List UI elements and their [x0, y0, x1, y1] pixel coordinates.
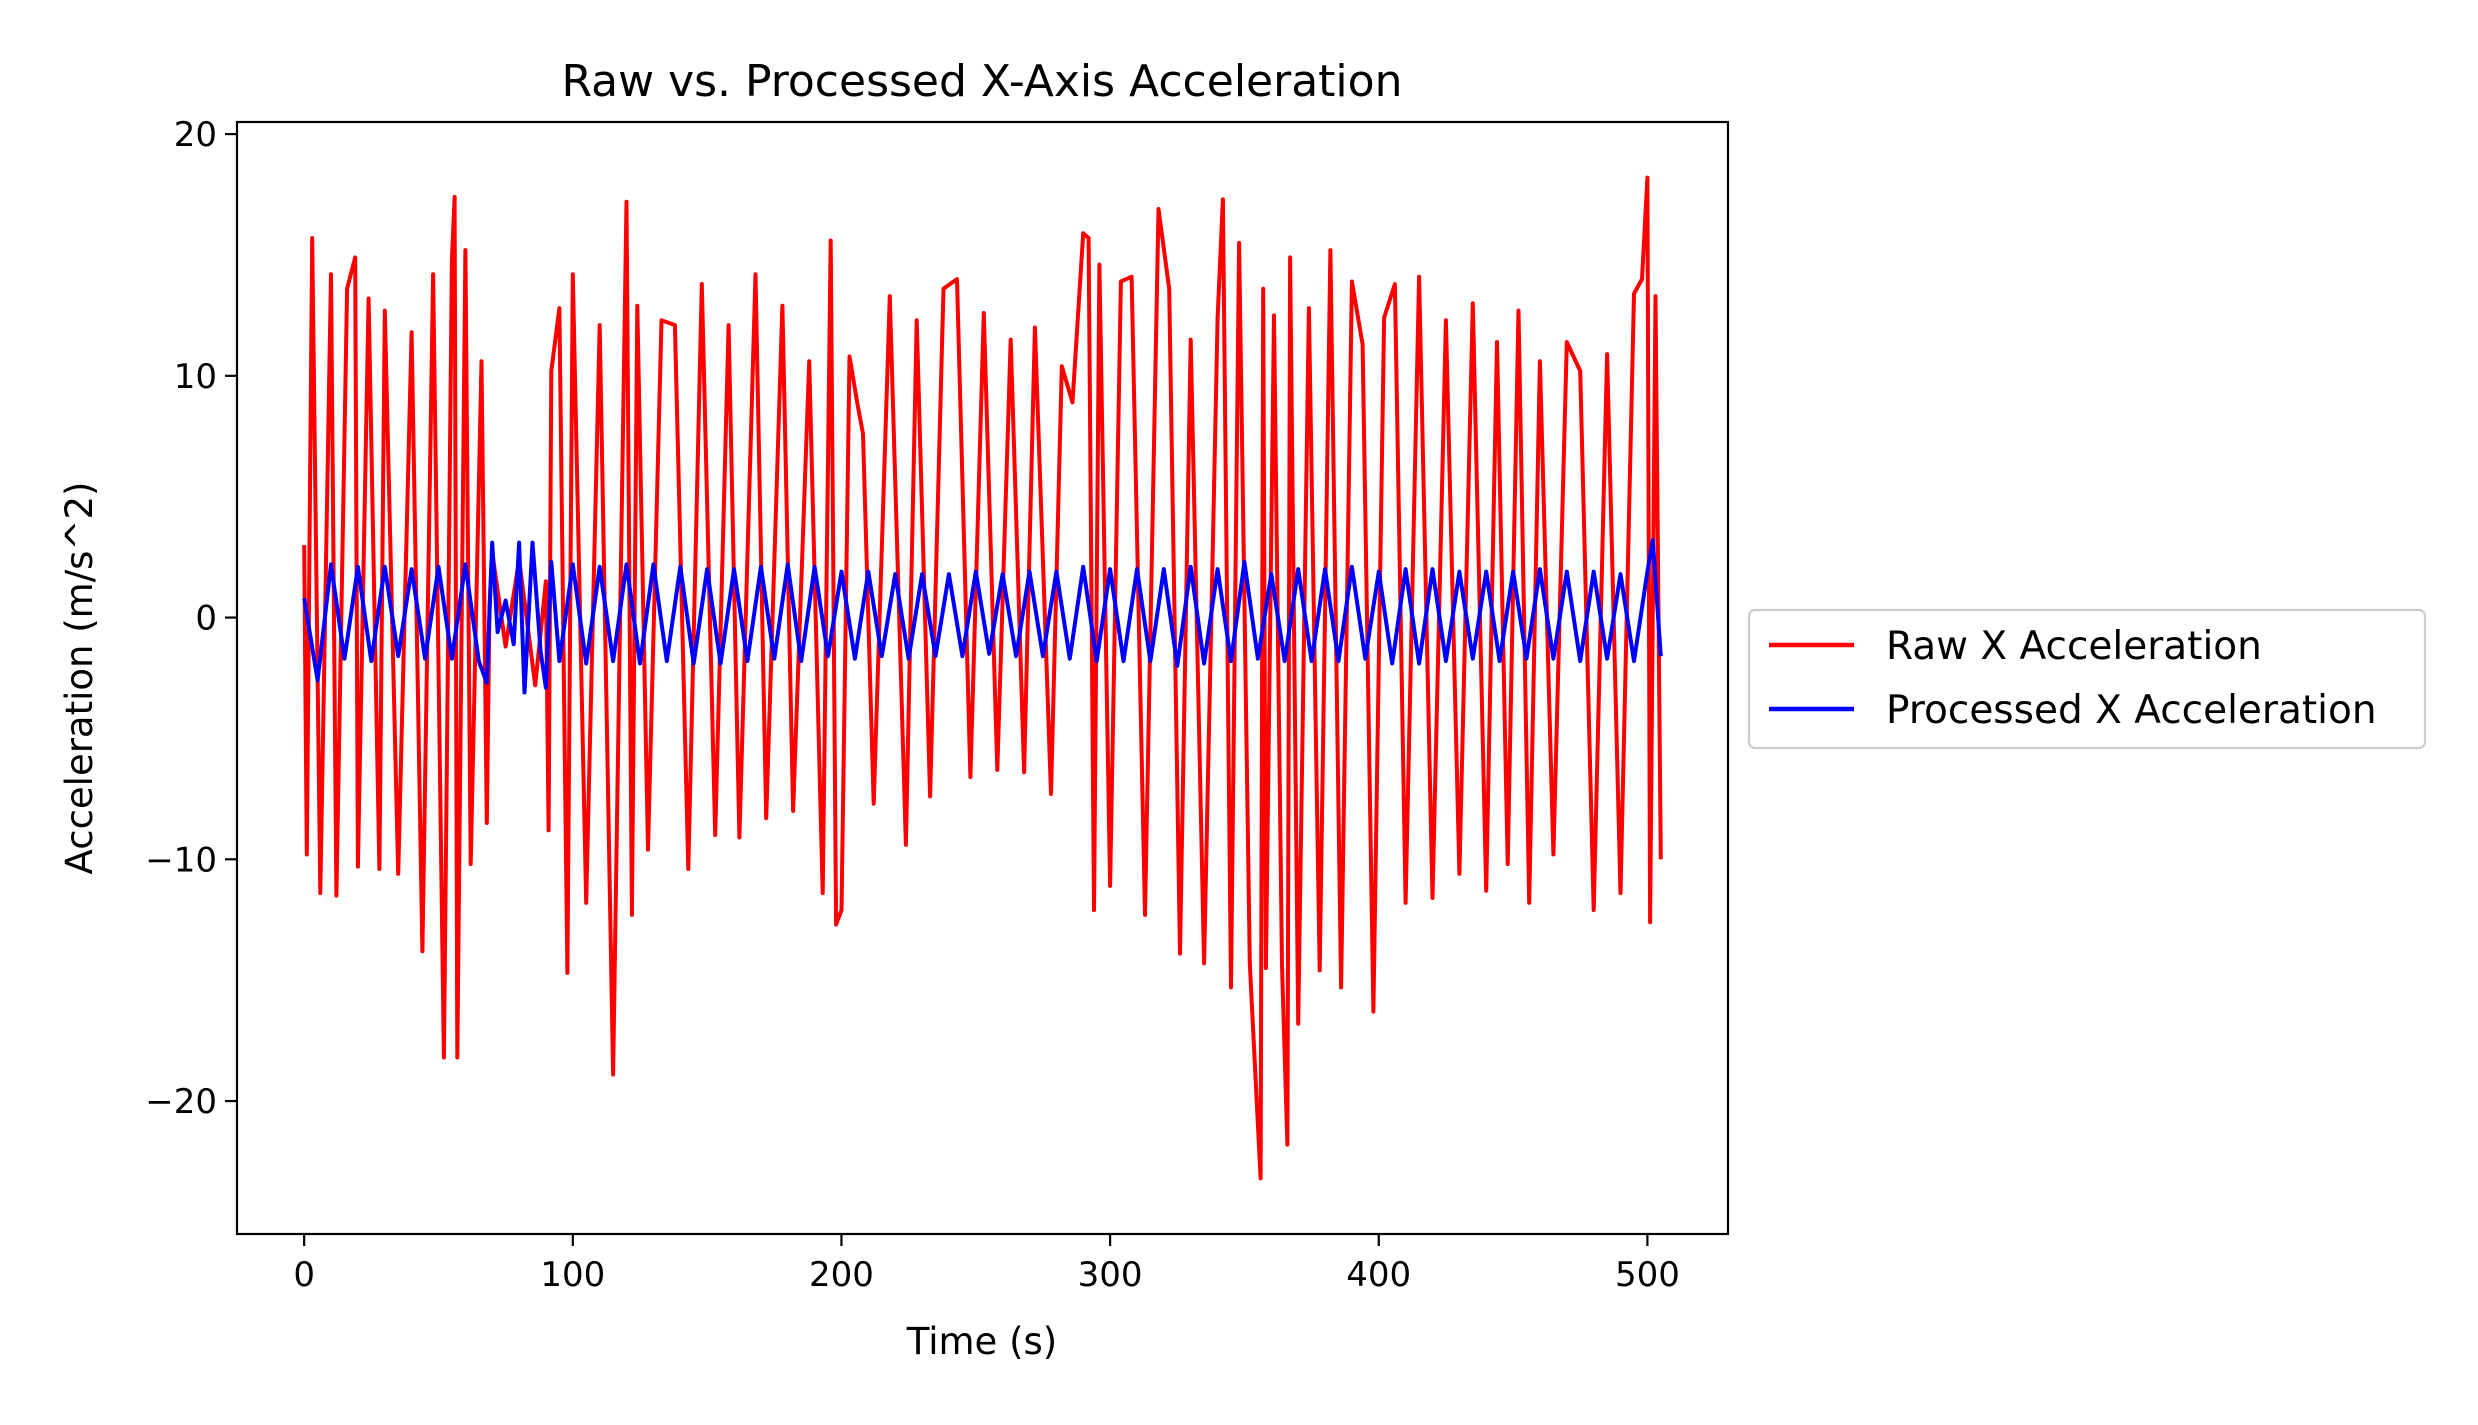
plot-area — [302, 175, 1663, 1181]
plot-frame — [235, 120, 1730, 1236]
y-axis-ticks: −20 −10 0 10 20 — [145, 115, 237, 1122]
x-axis-label: Time (s) — [906, 1320, 1057, 1363]
y-tick-label: 0 — [195, 599, 217, 639]
x-tick-label: 200 — [809, 1255, 874, 1295]
chart-title: Raw vs. Processed X-Axis Acceleration — [562, 56, 1403, 107]
y-tick-label: 10 — [174, 357, 217, 397]
y-tick-label: −20 — [145, 1082, 217, 1122]
series-line-processed — [302, 538, 1663, 695]
x-tick-label: 500 — [1615, 1255, 1680, 1295]
x-tick-label: 100 — [540, 1255, 605, 1295]
legend-label-raw: Raw X Acceleration — [1886, 624, 2262, 669]
legend-frame — [1747, 608, 2427, 750]
series-layer — [302, 175, 1663, 1181]
x-tick-label: 400 — [1346, 1255, 1411, 1295]
legend-label-processed: Processed X Acceleration — [1886, 688, 2377, 733]
legend: Raw X Acceleration Processed X Accelerat… — [1747, 608, 2427, 750]
x-axis-ticks: 0 100 200 300 400 500 — [293, 1234, 1680, 1295]
y-axis-label: Acceleration (m/s^2) — [58, 482, 101, 875]
x-tick-label: 300 — [1078, 1255, 1143, 1295]
y-tick-label: 20 — [174, 115, 217, 155]
x-tick-label: 0 — [293, 1255, 315, 1295]
series-line-raw — [302, 175, 1663, 1181]
y-tick-label: −10 — [145, 840, 217, 880]
